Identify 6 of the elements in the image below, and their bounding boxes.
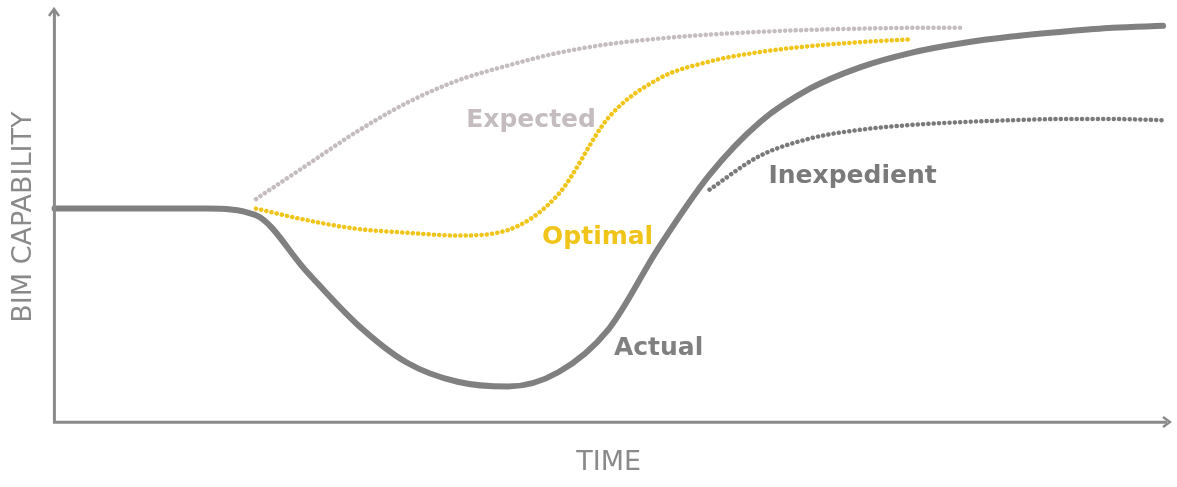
y-axis-title: BIM CAPABILITY — [6, 111, 38, 323]
series-label: Actual — [613, 331, 704, 361]
series-label: Expected — [466, 104, 596, 134]
x-axis-title: TIME — [575, 444, 642, 476]
series-label: Optimal — [542, 221, 654, 251]
series-label: Inexpedient — [768, 159, 937, 189]
